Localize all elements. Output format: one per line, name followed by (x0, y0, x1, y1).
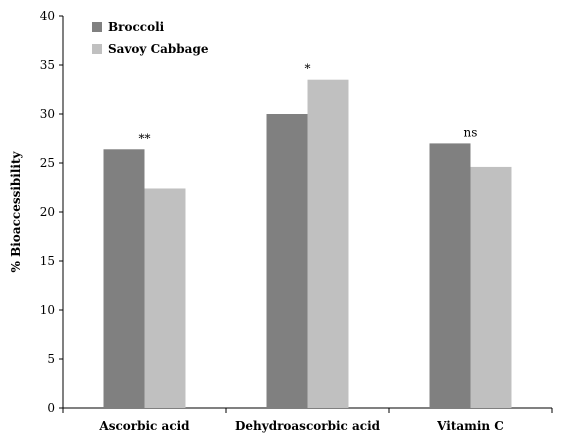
x-category-label: Vitamin C (436, 419, 504, 433)
significance-label: ** (139, 131, 151, 145)
legend-swatch (92, 22, 102, 32)
legend-label: Broccoli (108, 20, 165, 34)
bar (103, 149, 145, 408)
bar (144, 188, 186, 408)
significance-label: * (305, 62, 311, 76)
bar (429, 143, 471, 408)
legend: Broccoli Savoy Cabbage (92, 20, 209, 56)
y-tick-label: 40 (40, 9, 55, 23)
x-axis: Ascorbic acid Dehydroascorbic acid Vitamin… (62, 407, 553, 433)
y-axis-title: % Bioaccessibility (9, 150, 23, 272)
y-tick-label: 15 (40, 254, 55, 268)
bar (266, 114, 308, 408)
y-tick-label: 5 (47, 352, 55, 366)
significance-label: ns (464, 125, 478, 139)
bars (103, 79, 512, 408)
bar (470, 166, 512, 408)
y-axis: 0 5 10 15 20 25 30 35 40 (40, 9, 64, 415)
x-category-label: Dehydroascorbic acid (235, 419, 381, 433)
y-tick-label: 20 (40, 205, 55, 219)
y-tick-label: 30 (40, 107, 55, 121)
y-tick-label: 10 (40, 303, 55, 317)
x-category-label: Ascorbic acid (98, 419, 190, 433)
y-tick-label: 35 (40, 58, 55, 72)
y-tick-label: 0 (47, 401, 55, 415)
significance-annotations: ***ns (139, 62, 478, 146)
bar (307, 79, 349, 408)
legend-swatch (92, 44, 102, 54)
y-tick-label: 25 (40, 156, 55, 170)
legend-label: Savoy Cabbage (108, 42, 209, 56)
